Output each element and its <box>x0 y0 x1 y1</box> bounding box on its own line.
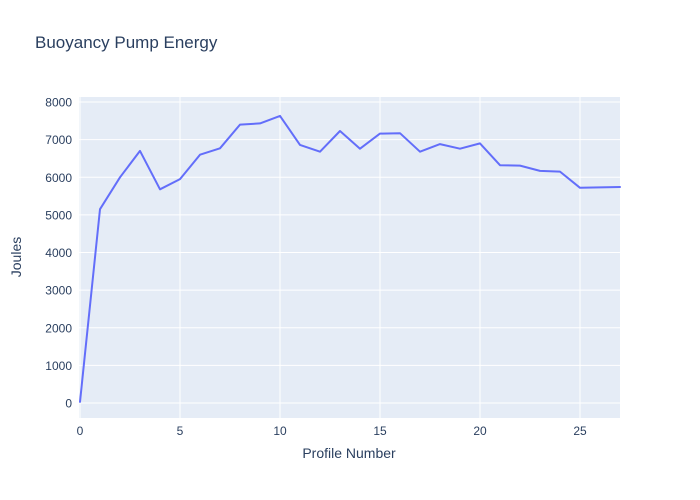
plot-area[interactable] <box>79 97 620 418</box>
x-tick-label: 15 <box>373 424 387 438</box>
y-tick-label: 3000 <box>45 284 72 298</box>
y-tick-label: 8000 <box>45 96 72 110</box>
chart-title: Buoyancy Pump Energy <box>35 33 218 52</box>
y-tick-label: 6000 <box>45 171 72 185</box>
y-tick-label: 2000 <box>45 321 72 335</box>
x-tick-label: 10 <box>273 424 287 438</box>
x-axis-title: Profile Number <box>302 445 396 461</box>
x-tick-label: 0 <box>77 424 84 438</box>
x-tick-label: 5 <box>177 424 184 438</box>
x-tick-label: 20 <box>473 424 487 438</box>
y-tick-label: 7000 <box>45 133 72 147</box>
y-tick-label: 5000 <box>45 208 72 222</box>
y-tick-label: 4000 <box>45 246 72 260</box>
y-tick-label: 1000 <box>45 359 72 373</box>
data-line-series <box>79 114 621 403</box>
y-tick-label: 0 <box>65 397 72 411</box>
x-tick-label: 25 <box>573 424 587 438</box>
y-axis-title: Joules <box>8 237 24 277</box>
